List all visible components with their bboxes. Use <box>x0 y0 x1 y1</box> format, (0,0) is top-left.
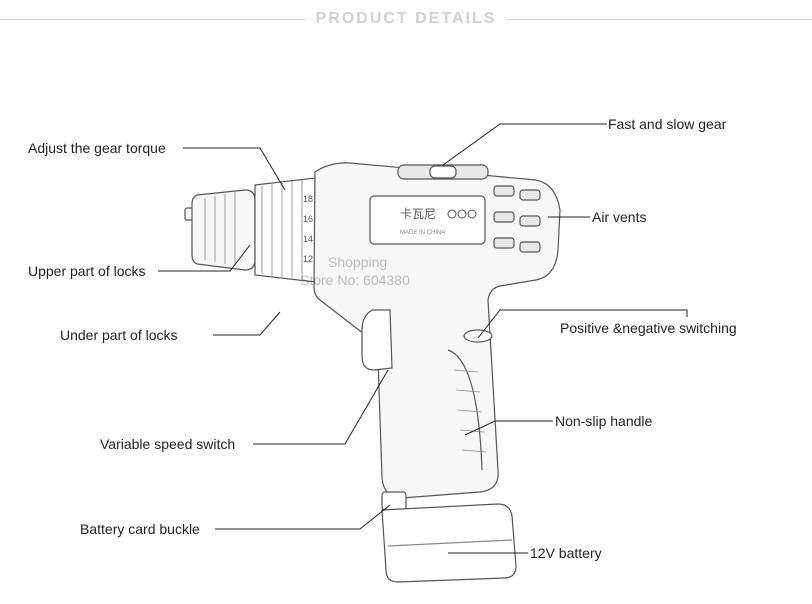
drill-diagram: 12 14 16 18 卡瓦尼 MADE IN CHINA <box>0 0 812 604</box>
callout-pos_neg: Positive &negative switching <box>560 320 737 336</box>
callout-non_slip: Non-slip handle <box>555 413 652 429</box>
leader-battery_buckle <box>215 505 390 529</box>
leader-fast_slow <box>443 124 607 165</box>
torque-number: 14 <box>303 234 313 244</box>
leader-under_locks <box>213 312 280 335</box>
svg-text:MADE IN CHINA: MADE IN CHINA <box>400 230 445 236</box>
callout-upper_locks: Upper part of locks <box>28 263 146 279</box>
callout-var_speed: Variable speed switch <box>100 436 235 452</box>
leader-var_speed <box>253 370 388 444</box>
callout-under_locks: Under part of locks <box>60 327 178 343</box>
callout-battery_12v: 12V battery <box>530 545 602 561</box>
callout-battery_buckle: Battery card buckle <box>80 521 200 537</box>
callout-adjust_torque: Adjust the gear torque <box>28 140 166 156</box>
torque-number: 18 <box>303 194 313 204</box>
callout-fast_slow: Fast and slow gear <box>608 116 726 132</box>
callout-air_vents: Air vents <box>592 209 646 225</box>
torque-number: 12 <box>303 254 313 264</box>
torque-number: 16 <box>303 214 313 224</box>
svg-text:卡瓦尼: 卡瓦尼 <box>400 207 436 221</box>
